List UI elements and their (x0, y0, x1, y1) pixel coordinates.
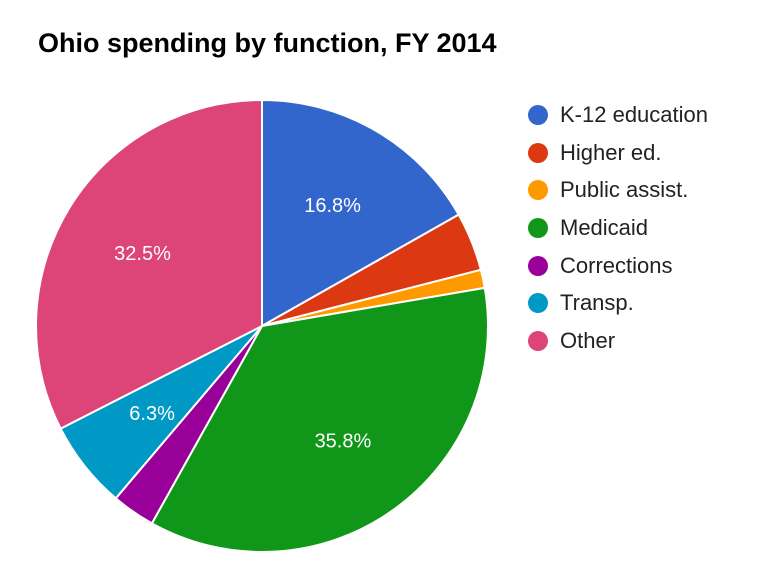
legend-swatch (528, 104, 548, 125)
legend-label: Public assist. (560, 177, 689, 203)
legend-label: Transp. (560, 290, 634, 316)
legend-label: Corrections (560, 252, 673, 278)
legend: K-12 education Higher ed. Public assist. Me… (528, 96, 708, 360)
legend-label: K-12 education (560, 101, 708, 127)
legend-swatch (528, 293, 548, 314)
legend-item-other: Other (528, 322, 708, 360)
legend-swatch (528, 217, 548, 238)
legend-item-corrections: Corrections (528, 247, 708, 285)
legend-label: Higher ed. (560, 139, 662, 165)
chart-title: Ohio spending by function, FY 2014 (38, 28, 497, 58)
legend-swatch (528, 255, 548, 276)
legend-swatch (528, 330, 548, 351)
legend-item-medicaid: Medicaid (528, 209, 708, 247)
legend-swatch (528, 142, 548, 163)
legend-item-k-12-education: K-12 education (528, 96, 708, 134)
slice-label-transp: 6.3% (129, 403, 175, 425)
pie-slice-k-12-education (261, 98, 461, 328)
legend-label: Other (560, 327, 616, 353)
slice-label-other: 32.5% (114, 243, 171, 265)
pie-slice-medicaid (150, 286, 489, 553)
slice-label-k-12-education: 16.8% (304, 195, 361, 217)
legend-item-higher-ed: Higher ed. (528, 134, 708, 172)
legend-item-transp: Transp. (528, 284, 708, 322)
pie-slice-other (35, 98, 263, 430)
slice-label-medicaid: 35.8% (315, 430, 372, 452)
legend-item-public-assist: Public assist. (528, 171, 708, 209)
legend-swatch (528, 180, 548, 201)
legend-label: Medicaid (560, 214, 649, 240)
